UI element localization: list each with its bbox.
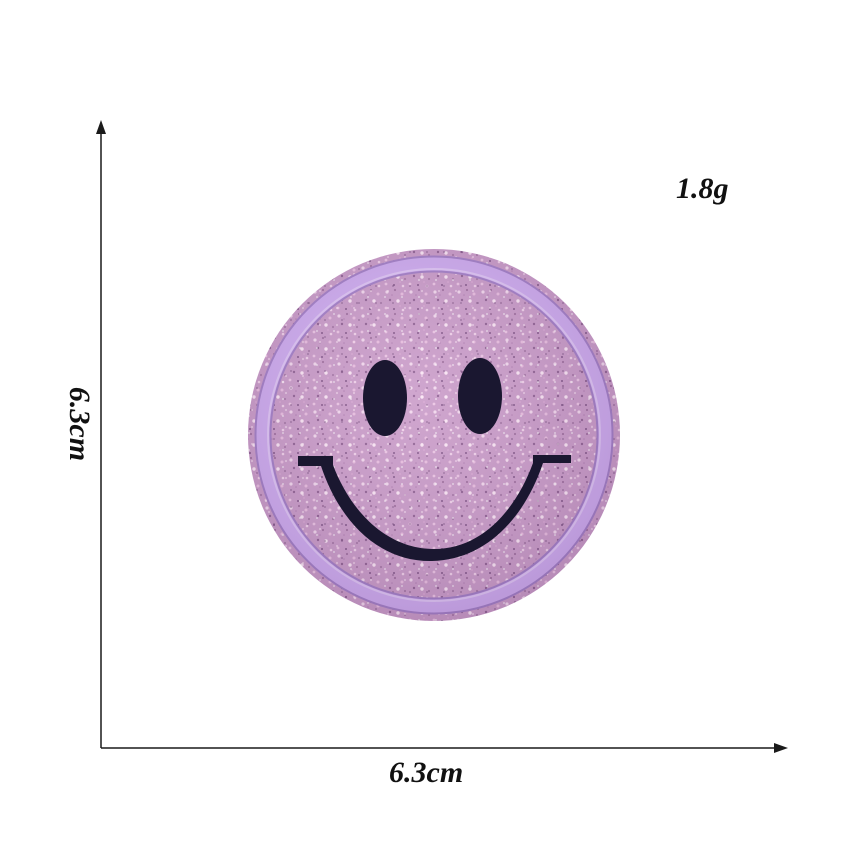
smile-mouth: [298, 455, 571, 562]
width-dimension-axis: [101, 743, 788, 753]
left-eye: [363, 360, 407, 436]
weight-label: 1.8g: [676, 172, 729, 205]
right-eye: [458, 358, 502, 434]
smiley-patch: [248, 249, 620, 621]
arrow-right-icon: [774, 743, 788, 753]
arrow-up-icon: [96, 120, 106, 134]
height-label: 6.3cm: [63, 386, 96, 462]
height-dimension-axis: [96, 120, 106, 748]
width-label: 6.3cm: [389, 756, 464, 789]
